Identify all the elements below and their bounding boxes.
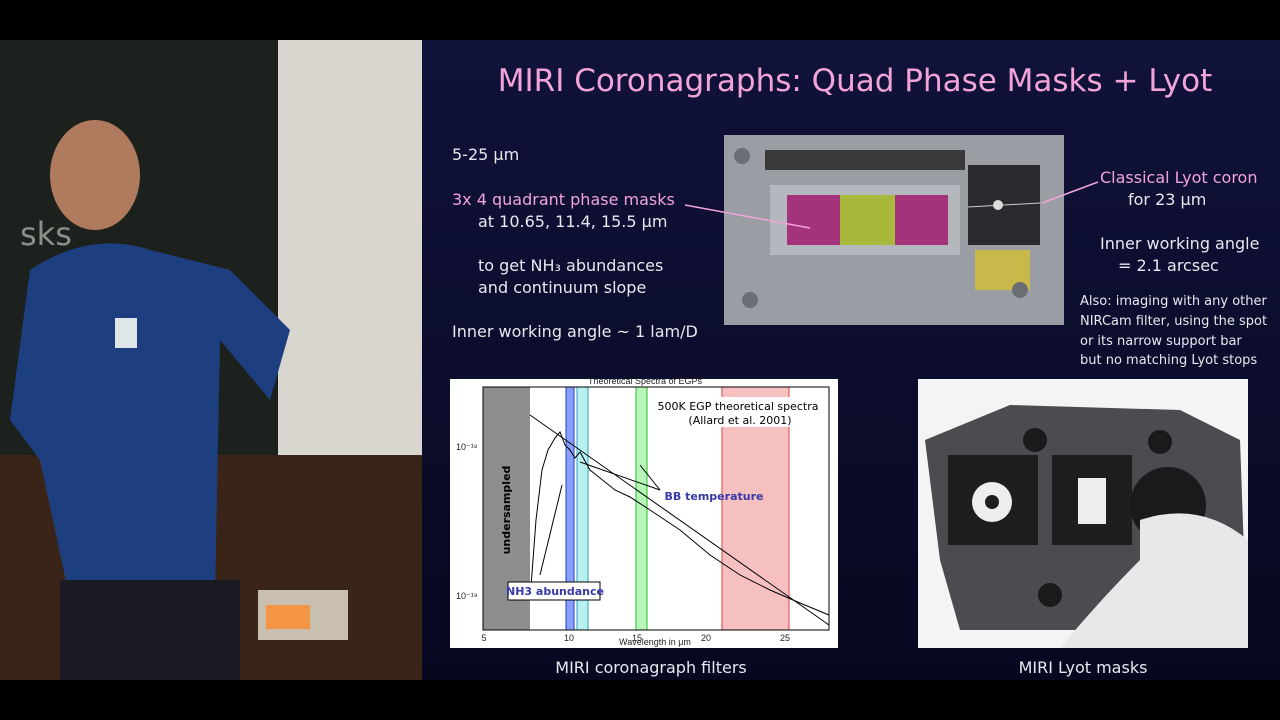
note-line: but no matching Lyot stops xyxy=(1080,353,1257,368)
x-tick-label: 5 xyxy=(481,633,486,643)
text-line: at 10.65, 11.4, 15.5 μm xyxy=(478,212,667,231)
slide-title: MIRI Coronagraphs: Quad Phase Masks + Ly… xyxy=(498,63,1212,99)
note-line: or its narrow support bar xyxy=(1080,334,1242,349)
text-line: 5-25 μm xyxy=(452,145,519,164)
text-line: Classical Lyot coron xyxy=(1100,168,1257,187)
figure-legend: 500K EGP theoretical spectra xyxy=(658,400,819,413)
band-label: undersampled xyxy=(500,466,513,555)
text-line: and continuum slope xyxy=(478,278,646,297)
note-line: NIRCam filter, using the spot xyxy=(1080,314,1267,329)
x-tick-label: 15 xyxy=(632,633,642,643)
x-axis-label: Wavelength in μm xyxy=(619,637,691,647)
caption: MIRI Lyot masks xyxy=(1019,658,1148,677)
annotation: NH3 abundance xyxy=(506,585,604,598)
x-tick-label: 25 xyxy=(780,633,790,643)
note-line: Also: imaging with any other xyxy=(1080,294,1268,309)
text-line: to get NH₃ abundances xyxy=(478,256,663,275)
text-line: = 2.1 arcsec xyxy=(1118,256,1219,275)
text-line: for 23 μm xyxy=(1128,190,1206,209)
text-line: Inner working angle xyxy=(1100,234,1259,253)
spectrum-figure: Theoretical Spectra of EGPs 500K EGP the… xyxy=(450,376,838,648)
x-tick-label: 10 xyxy=(564,633,574,643)
y-tick-label: 10⁻¹⁸ xyxy=(456,442,478,452)
caption: MIRI coronagraph filters xyxy=(555,658,746,677)
x-tick-label: 20 xyxy=(701,633,711,643)
y-tick-label: 10⁻¹⁹ xyxy=(456,591,478,601)
lyot-photo xyxy=(918,379,1248,648)
chalk-text: sks xyxy=(20,215,72,253)
figure-legend: (Allard et al. 2001) xyxy=(688,414,791,427)
text-line: 3x 4 quadrant phase masks xyxy=(452,190,675,209)
figure-title: Theoretical Spectra of EGPs xyxy=(588,376,703,386)
text-line: Inner working angle ~ 1 lam/D xyxy=(452,322,698,341)
lecture-video: sks xyxy=(0,40,422,680)
mask-photo xyxy=(684,135,1099,325)
annotation: BB temperature xyxy=(665,490,764,503)
